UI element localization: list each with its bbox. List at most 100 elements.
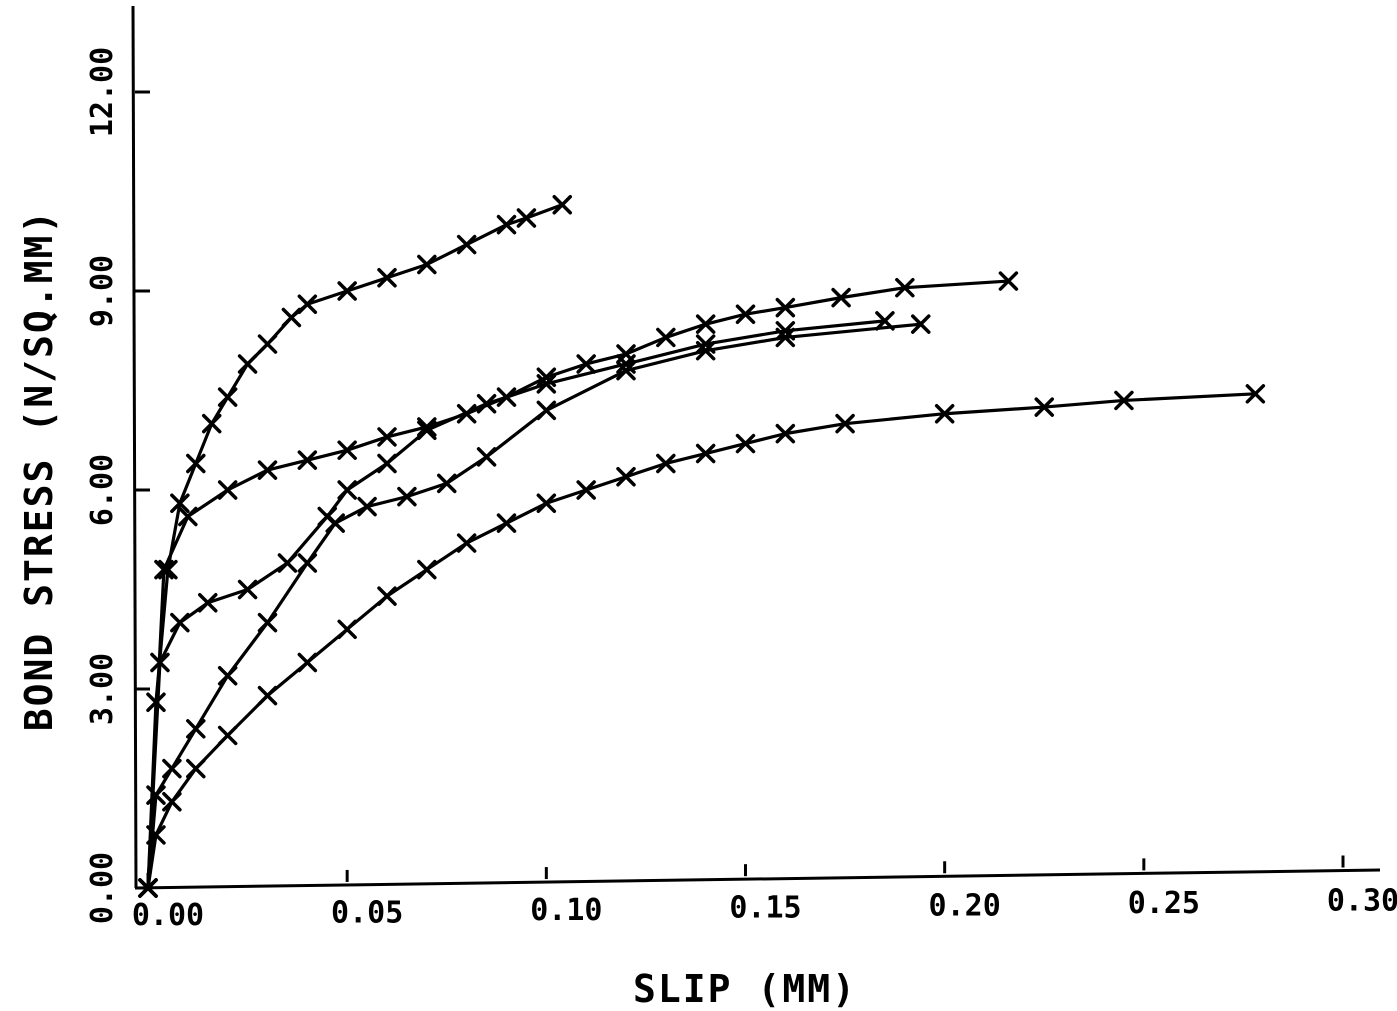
data-point-marker <box>1034 397 1054 417</box>
x-tick-label: 0.25 <box>1128 886 1200 921</box>
series-group <box>138 195 1266 898</box>
series-2 <box>138 271 1019 898</box>
data-point-marker <box>516 208 537 228</box>
data-point-marker <box>695 314 716 334</box>
data-point-marker <box>775 327 796 348</box>
y-axis <box>131 5 138 889</box>
data-point-marker <box>417 254 437 275</box>
x-tick-label: 0.00 <box>132 898 204 933</box>
data-point-marker <box>377 427 397 447</box>
data-point-marker <box>281 307 302 328</box>
series-3 <box>138 311 895 898</box>
data-point-marker <box>998 271 1019 291</box>
y-ticks: 0.00 3.00 6.00 9.00 12.00 <box>85 47 150 924</box>
data-point-marker <box>297 294 318 315</box>
data-point-marker <box>1245 384 1266 404</box>
data-point-marker <box>337 480 357 500</box>
data-point-marker <box>297 553 318 573</box>
data-point-marker <box>337 619 357 640</box>
data-point-marker <box>377 453 397 474</box>
x-tick-label: 0.30 <box>1327 884 1397 919</box>
data-point-marker <box>775 297 796 318</box>
data-point-marker <box>377 586 397 606</box>
data-point-marker <box>1114 390 1134 411</box>
data-point-marker <box>695 443 716 464</box>
data-point-marker <box>695 340 716 361</box>
data-point-marker <box>257 612 278 633</box>
x-tick-label: 0.05 <box>331 895 403 930</box>
data-point-marker <box>297 652 318 673</box>
data-point-marker <box>237 579 258 600</box>
data-point-marker <box>170 612 190 633</box>
data-point-marker <box>337 440 357 460</box>
data-point-marker <box>237 354 258 374</box>
x-tick-label: 0.20 <box>929 888 1001 923</box>
data-point-marker <box>536 374 557 394</box>
data-point-marker <box>536 400 557 421</box>
data-point-marker <box>337 281 357 301</box>
data-point-marker <box>476 447 497 467</box>
data-point-marker <box>775 423 796 444</box>
data-point-marker <box>397 486 417 507</box>
data-point-marker <box>831 287 851 308</box>
data-point-marker <box>357 496 377 517</box>
y-axis-title: BOND STRESS (N/SQ.MM) <box>17 209 61 731</box>
data-point-marker <box>616 360 636 381</box>
data-point-marker <box>186 453 206 474</box>
data-point-marker <box>170 493 190 514</box>
data-point-marker <box>178 506 198 527</box>
data-point-marker <box>377 267 397 288</box>
data-point-marker <box>257 685 278 706</box>
data-point-marker <box>735 433 756 454</box>
series-4 <box>138 314 931 898</box>
series-line <box>146 203 563 889</box>
data-point-marker <box>217 665 238 686</box>
data-point-marker <box>186 719 206 739</box>
data-point-marker <box>456 533 477 553</box>
series-5 <box>138 384 1266 898</box>
data-point-marker <box>536 493 557 514</box>
data-point-marker <box>656 453 676 474</box>
x-tick-label: 0.15 <box>729 891 801 926</box>
data-point-marker <box>201 413 222 434</box>
data-point-marker <box>417 417 437 437</box>
data-point-marker <box>616 466 636 487</box>
y-tick-label: 3.00 <box>85 653 120 725</box>
data-point-marker <box>217 387 238 407</box>
data-point-marker <box>476 394 497 414</box>
data-point-marker <box>277 553 298 573</box>
data-point-marker <box>496 513 517 533</box>
data-point-marker <box>895 277 915 298</box>
data-point-marker <box>417 559 437 580</box>
data-point-marker <box>217 725 238 746</box>
data-point-marker <box>146 825 166 845</box>
data-point-marker <box>552 195 573 215</box>
data-point-marker <box>576 480 596 500</box>
y-tick-label: 9.00 <box>85 255 120 327</box>
y-tick-label: 12.00 <box>85 47 120 137</box>
data-point-marker <box>138 878 158 898</box>
series-line <box>146 319 886 889</box>
y-tick-label: 0.00 <box>85 852 120 924</box>
data-point-marker <box>911 314 931 334</box>
data-point-marker <box>835 413 855 434</box>
data-point-marker <box>496 214 517 235</box>
data-point-marker <box>934 403 955 424</box>
data-point-marker <box>154 559 174 580</box>
x-axis-title: SLIP (MM) <box>633 967 857 1011</box>
data-point-marker <box>576 354 596 374</box>
data-point-marker <box>198 593 218 613</box>
data-point-marker <box>656 327 676 348</box>
data-point-marker <box>735 304 756 324</box>
data-point-marker <box>162 758 182 779</box>
data-point-marker <box>146 785 166 805</box>
x-ticks: 0.00 0.05 0.10 0.15 0.20 0.25 0.30 <box>132 855 1397 933</box>
data-point-marker <box>325 513 345 533</box>
data-point-marker <box>257 460 278 480</box>
series-line <box>146 322 921 889</box>
data-point-marker <box>297 450 318 470</box>
data-point-marker <box>257 334 278 354</box>
x-axis <box>135 868 1381 890</box>
data-point-marker <box>456 234 477 255</box>
